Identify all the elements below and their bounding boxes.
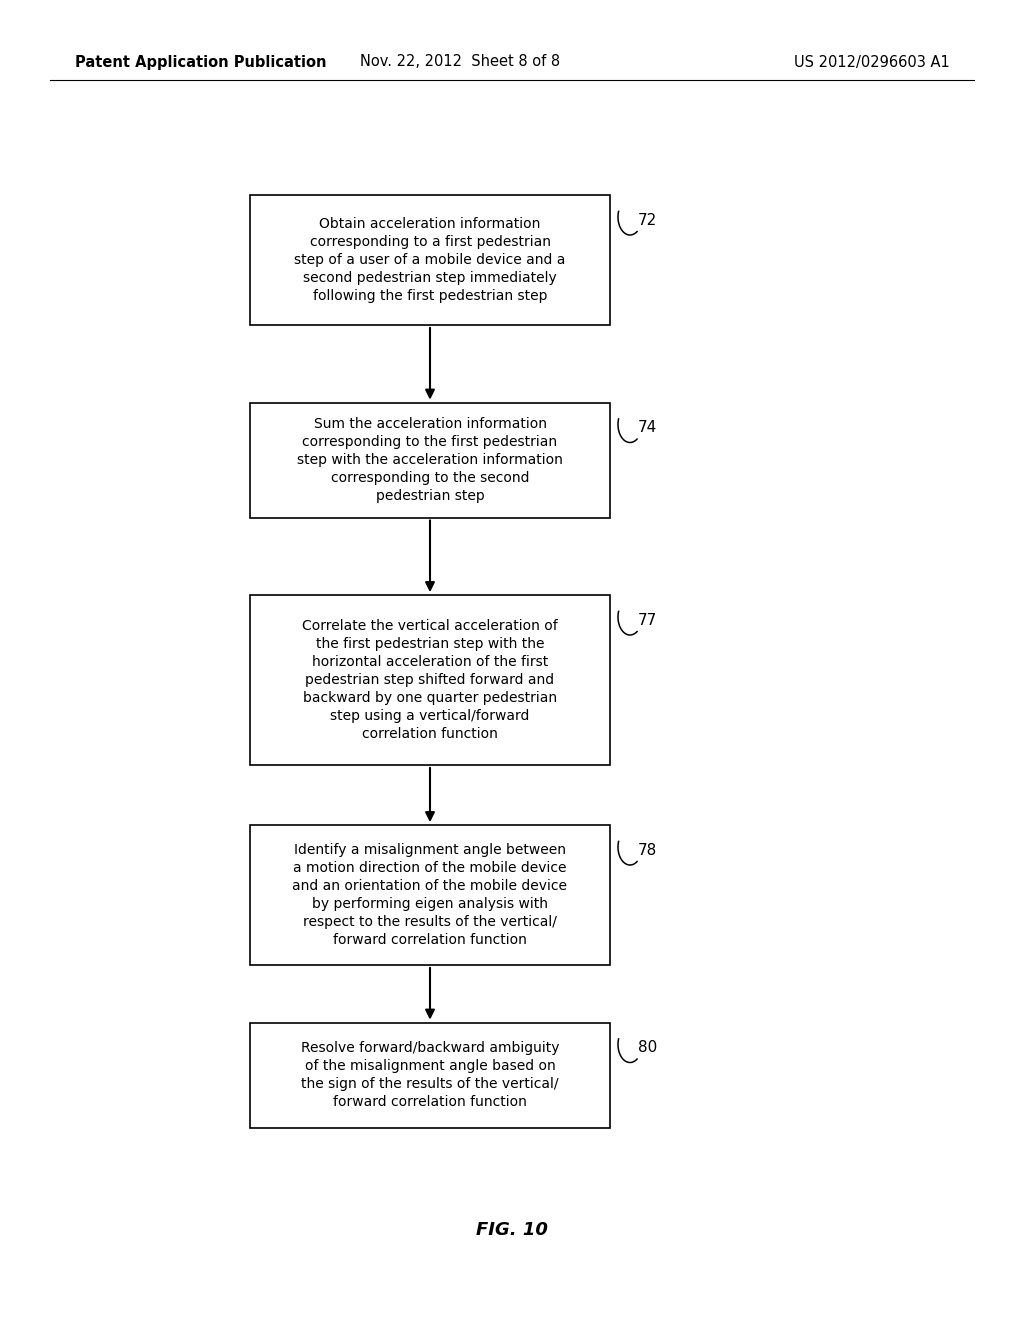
Text: Sum the acceleration information
corresponding to the first pedestrian
step with: Sum the acceleration information corresp… bbox=[297, 417, 563, 503]
Text: FIG. 10: FIG. 10 bbox=[476, 1221, 548, 1239]
Text: Nov. 22, 2012  Sheet 8 of 8: Nov. 22, 2012 Sheet 8 of 8 bbox=[360, 54, 560, 70]
Text: 78: 78 bbox=[638, 843, 657, 858]
Text: Identify a misalignment angle between
a motion direction of the mobile device
an: Identify a misalignment angle between a … bbox=[293, 843, 567, 946]
Text: Patent Application Publication: Patent Application Publication bbox=[75, 54, 327, 70]
Bar bbox=[250, 403, 610, 517]
Text: Resolve forward/backward ambiguity
of the misalignment angle based on
the sign o: Resolve forward/backward ambiguity of th… bbox=[301, 1041, 559, 1109]
Text: 74: 74 bbox=[638, 421, 657, 436]
Bar bbox=[250, 195, 610, 325]
Text: 77: 77 bbox=[638, 612, 657, 628]
Bar bbox=[250, 825, 610, 965]
Text: 72: 72 bbox=[638, 213, 657, 228]
Bar bbox=[250, 1023, 610, 1127]
Text: 80: 80 bbox=[638, 1040, 657, 1056]
Text: US 2012/0296603 A1: US 2012/0296603 A1 bbox=[795, 54, 950, 70]
Text: Obtain acceleration information
corresponding to a first pedestrian
step of a us: Obtain acceleration information correspo… bbox=[294, 218, 565, 302]
Text: Correlate the vertical acceleration of
the first pedestrian step with the
horizo: Correlate the vertical acceleration of t… bbox=[302, 619, 558, 741]
Bar bbox=[250, 595, 610, 766]
